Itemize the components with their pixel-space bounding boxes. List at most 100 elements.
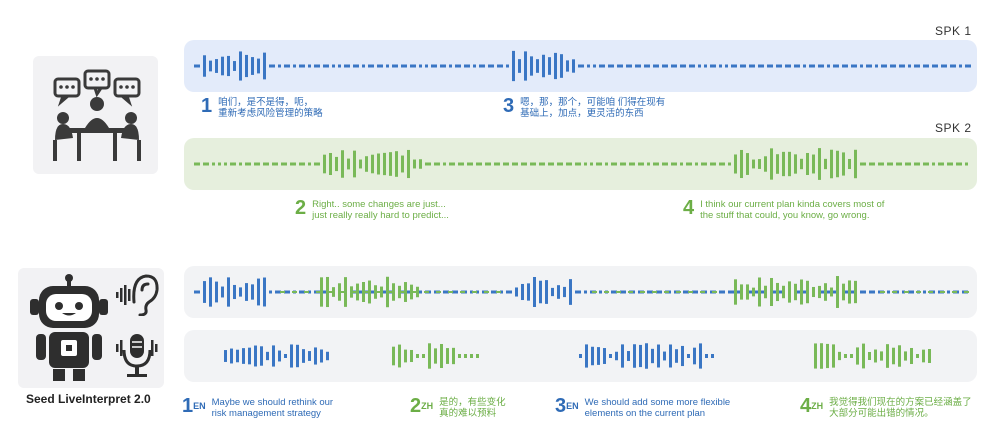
waveform-bar (880, 351, 883, 361)
meeting-icon-panel (33, 56, 158, 174)
waveform-bar (266, 351, 269, 361)
waveform-bar (344, 277, 347, 307)
waveform-bar (952, 291, 957, 293)
waveform-bar (705, 354, 708, 358)
waveform-bar (866, 64, 872, 68)
waveform-bar (818, 285, 821, 299)
waveform-bar (878, 162, 884, 166)
waveform-bar (353, 150, 356, 178)
waveform-bar (518, 59, 521, 73)
waveform-bar (645, 343, 648, 369)
waveform-bar (470, 354, 473, 358)
waveform-bar (860, 290, 866, 294)
waveform-bar (194, 64, 200, 68)
waveform-bar (767, 64, 773, 68)
waveform-bar (782, 285, 785, 299)
waveform-bar (527, 283, 530, 301)
waveform-bar (448, 291, 453, 293)
waveform-bar (341, 150, 344, 178)
waveform-bar (566, 60, 569, 72)
waveform-bar (608, 64, 614, 68)
waveform-bar (770, 148, 773, 180)
waveform-bar (284, 64, 290, 68)
waveform-bar (820, 343, 823, 369)
model-name: Seed LiveInterpret 2.0 (26, 392, 151, 406)
waveform-bar (662, 162, 668, 166)
output-caption-2: 2ZH 是的，有些变化 真的难以预料 (410, 395, 506, 419)
waveform-bar (621, 344, 624, 368)
waveform-bar (611, 162, 617, 166)
waveform-bar (941, 64, 947, 68)
waveform-bar (688, 291, 693, 293)
waveform-bar (308, 290, 311, 294)
waveform-bar (833, 64, 839, 68)
waveform-bar (597, 347, 600, 365)
waveform-bar (806, 152, 809, 176)
waveform-bar (506, 290, 512, 294)
waveform-bar (922, 349, 925, 363)
caption-number: 3 (503, 95, 515, 117)
waveform-bar (950, 64, 956, 68)
waveform-bar (838, 351, 841, 361)
waveform-bar (452, 347, 455, 365)
waveform-bar (209, 277, 212, 307)
waveform-bar (326, 351, 329, 361)
waveform-bar (272, 162, 278, 166)
waveform-bar (851, 64, 857, 68)
waveform-bar (932, 162, 935, 166)
waveform-bar (479, 64, 485, 68)
waveform-bar (800, 279, 803, 305)
waveform-bar (425, 162, 431, 166)
language-tag: ZH (811, 401, 824, 411)
waveform-bar (316, 291, 321, 293)
waveform-bar (335, 156, 338, 172)
waveform-bar (914, 162, 920, 166)
waveform-bar (680, 64, 686, 68)
waveform-bar (764, 285, 767, 299)
waveform-bar (719, 162, 725, 166)
waveform-bar (245, 162, 251, 166)
waveform-bar (712, 291, 717, 293)
waveform-bar (328, 291, 333, 293)
waveform-bar (376, 291, 381, 293)
waveform-bar (491, 290, 497, 294)
waveform-bar (664, 291, 669, 293)
waveform-bar (947, 290, 950, 294)
waveform-bar (425, 64, 428, 68)
language-tag: ZH (421, 401, 434, 411)
waveform-bar (254, 162, 260, 166)
waveform-bar (758, 64, 764, 68)
waveform-bar (308, 64, 311, 68)
waveform-bar (616, 291, 621, 293)
waveform-bar (314, 347, 317, 365)
waveform-bar (299, 64, 305, 68)
waveform-bar (842, 152, 845, 176)
waveform-bar (719, 290, 725, 294)
waveform-bar (416, 286, 419, 298)
waveform-bar (653, 64, 659, 68)
waveform-bar (392, 64, 398, 68)
waveform-bar (698, 64, 701, 68)
waveform-bar (686, 162, 692, 166)
waveform-bar (689, 64, 695, 68)
waveform-bar (251, 57, 254, 75)
caption-number: 1 (201, 95, 213, 117)
waveform-bar (290, 162, 296, 166)
waveform-bar (224, 350, 227, 362)
waveform-bar (635, 64, 641, 68)
waveform-bar (224, 162, 227, 166)
output-caption-4: 4ZH 我觉得我们现在的方案已经涵盖了 大部分可能出错的情况。 (800, 396, 972, 419)
waveform-bar (398, 344, 401, 368)
waveform-bar (644, 64, 650, 68)
waveform-bar (374, 285, 377, 299)
speaker-2-lane (184, 138, 977, 190)
waveform-bar (212, 162, 215, 166)
waveform-bar (788, 281, 791, 303)
caption-text: 咱们，是不是得，呃， 重新考虑风险管理的策略 (218, 97, 323, 119)
waveform-bar (506, 64, 509, 68)
waveform-bar (314, 64, 320, 68)
waveform-bar (362, 281, 365, 303)
waveform-bar (290, 344, 293, 368)
waveform-bar (440, 64, 446, 68)
caption-number: 2ZH (410, 395, 434, 417)
